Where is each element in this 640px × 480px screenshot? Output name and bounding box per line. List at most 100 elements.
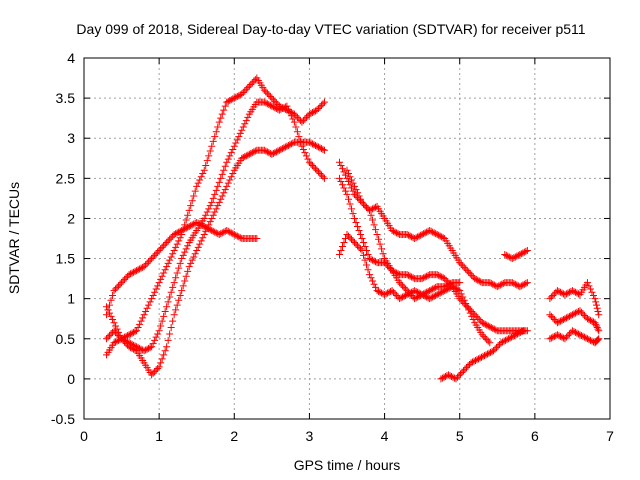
- data-point: [471, 311, 479, 319]
- data-point: [457, 290, 465, 298]
- data-point: [242, 117, 250, 125]
- data-point: [277, 145, 285, 153]
- data-point: [128, 269, 136, 277]
- data-point: [229, 170, 237, 178]
- data-point: [317, 171, 325, 179]
- data-point: [184, 267, 192, 275]
- data-point: [302, 152, 310, 160]
- data-point: [167, 288, 175, 296]
- data-point: [475, 355, 482, 363]
- data-point: [127, 330, 135, 338]
- data-point: [226, 152, 234, 160]
- data-point: [199, 170, 207, 178]
- data-point: [586, 336, 594, 344]
- data-point: [412, 294, 420, 302]
- data-point: [379, 250, 387, 258]
- data-point: [130, 328, 138, 336]
- data-point: [103, 311, 111, 319]
- data-point: [516, 283, 524, 291]
- data-point: [155, 279, 163, 287]
- data-point: [550, 332, 558, 340]
- data-point: [593, 324, 601, 332]
- data-point: [366, 271, 374, 279]
- data-point: [223, 182, 231, 190]
- data-point: [242, 152, 250, 160]
- data-point: [269, 96, 277, 104]
- data-point: [148, 255, 156, 263]
- data-point: [517, 282, 525, 290]
- data-point: [357, 230, 365, 238]
- data-point: [376, 288, 384, 296]
- data-point: [194, 243, 202, 251]
- data-point: [169, 250, 177, 258]
- data-point: [559, 334, 567, 342]
- data-point: [182, 216, 190, 224]
- data-point: [349, 210, 357, 218]
- data-point: [589, 291, 597, 299]
- data-point: [229, 230, 237, 238]
- data-point: [343, 166, 351, 174]
- data-point: [319, 173, 327, 181]
- data-point: [582, 334, 590, 342]
- data-point: [508, 255, 516, 263]
- data-point: [209, 137, 217, 145]
- data-point: [161, 347, 169, 355]
- x-axis-label: GPS time / hours: [294, 457, 401, 473]
- y-tick-label: 2: [67, 210, 75, 226]
- data-point: [561, 291, 569, 299]
- data-point: [271, 104, 279, 112]
- data-point: [104, 306, 112, 314]
- data-point: [415, 292, 423, 300]
- data-point: [230, 230, 238, 238]
- data-point: [555, 332, 563, 340]
- data-point: [487, 324, 495, 332]
- data-point: [519, 249, 527, 257]
- data-point: [103, 303, 111, 311]
- data-point: [487, 348, 495, 356]
- data-point: [484, 350, 492, 358]
- data-point: [351, 239, 359, 247]
- data-point: [272, 105, 280, 113]
- data-point: [562, 333, 570, 341]
- data-point: [169, 317, 177, 325]
- data-point: [481, 334, 489, 342]
- data-point: [148, 343, 156, 351]
- data-point: [594, 308, 602, 316]
- data-point: [182, 245, 190, 253]
- data-point: [556, 332, 564, 340]
- data-point: [148, 371, 156, 379]
- data-point: [508, 333, 516, 341]
- data-point: [161, 308, 169, 316]
- data-point: [595, 311, 603, 319]
- data-point: [512, 331, 520, 339]
- data-point: [354, 222, 362, 230]
- data-point: [206, 218, 214, 226]
- data-point: [549, 314, 557, 322]
- data-point: [427, 227, 435, 235]
- data-point: [366, 206, 374, 214]
- data-point: [317, 145, 325, 153]
- data-point: [439, 234, 447, 242]
- data-point: [142, 261, 150, 269]
- data-point: [166, 293, 174, 301]
- data-point: [467, 359, 475, 367]
- data-point: [143, 345, 151, 353]
- data-point: [346, 173, 354, 181]
- data-point: [433, 271, 441, 279]
- data-point: [214, 123, 222, 131]
- data-point: [310, 108, 318, 116]
- x-tick-label: 6: [531, 428, 539, 444]
- data-point: [565, 288, 573, 296]
- data-point: [293, 113, 301, 121]
- data-point: [241, 153, 249, 161]
- data-point: [194, 179, 202, 187]
- data-point: [546, 311, 554, 319]
- data-point: [348, 184, 356, 192]
- data-point: [175, 296, 183, 304]
- data-point: [469, 316, 477, 324]
- data-point: [305, 110, 313, 118]
- data-point: [346, 181, 354, 189]
- data-point: [196, 176, 204, 184]
- data-point: [320, 174, 328, 182]
- data-point: [568, 287, 576, 295]
